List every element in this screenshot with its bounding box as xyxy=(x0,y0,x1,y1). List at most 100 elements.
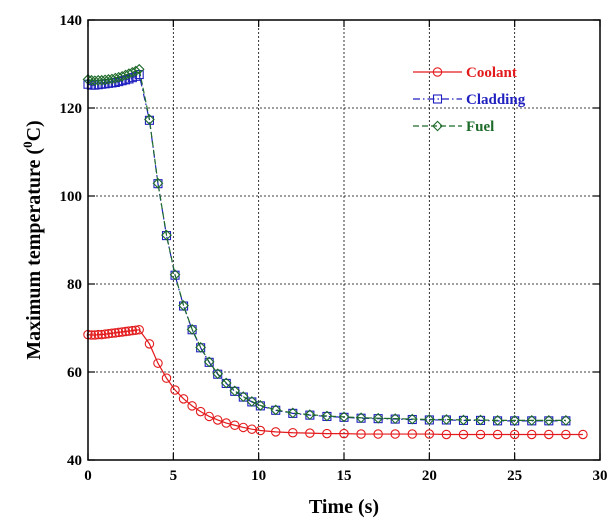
coolant-point xyxy=(441,429,452,440)
coolant-point xyxy=(120,326,131,337)
fuel-point xyxy=(304,409,316,421)
coolant-point xyxy=(110,328,121,338)
fuel-point xyxy=(178,300,189,311)
y-axis-title-main: Maximum temperature ( xyxy=(23,148,45,360)
coolant-point xyxy=(424,429,435,439)
fuel-point xyxy=(406,413,418,425)
fuel-point xyxy=(543,415,555,426)
fuel-point xyxy=(287,407,299,419)
coolant-point xyxy=(578,429,588,440)
coolant-point xyxy=(144,339,155,349)
coolant-point xyxy=(86,330,97,340)
x-axis-title: Time (s) xyxy=(309,496,379,518)
fuel-point xyxy=(237,391,249,403)
coolant-point xyxy=(255,425,266,436)
y-axis-title-tail: C) xyxy=(23,120,45,141)
y-tick-label: 120 xyxy=(60,101,83,117)
x-tick-label: 5 xyxy=(170,468,178,484)
fuel-point xyxy=(152,177,164,189)
fuel-point xyxy=(526,415,538,426)
fuel-series xyxy=(82,63,572,426)
y-tick-labels: 40 60 80 100 120 140 xyxy=(60,13,83,469)
coolant-point xyxy=(93,329,103,340)
coolant-point xyxy=(390,429,400,439)
legend-marker-cladding xyxy=(432,94,443,104)
legend-marker-coolant xyxy=(432,67,443,77)
coolant-point xyxy=(544,429,554,440)
coolant-point xyxy=(134,325,144,335)
coolant-line xyxy=(87,329,583,436)
y-axis-title-superscript: 0 xyxy=(20,141,35,148)
coolant-point xyxy=(270,427,281,437)
fuel-point xyxy=(423,414,435,425)
fuel-point xyxy=(195,341,207,353)
legend-item-coolant: Coolant xyxy=(413,65,517,81)
legend-label-cladding: Cladding xyxy=(466,92,526,108)
grid xyxy=(88,20,600,460)
coolant-point xyxy=(305,428,315,438)
x-tick-label: 20 xyxy=(422,468,437,484)
legend-marker-fuel xyxy=(432,120,443,132)
coolant-point xyxy=(195,406,206,417)
fuel-point xyxy=(458,414,469,426)
axis-ticks xyxy=(87,19,601,461)
coolant-point xyxy=(127,325,138,336)
x-tick-labels: 0 5 10 15 20 25 30 xyxy=(84,468,607,484)
coolant-point xyxy=(407,429,418,439)
coolant-point xyxy=(475,429,486,440)
coolant-point xyxy=(103,328,114,339)
legend: Coolant Cladding Fuel xyxy=(413,65,526,135)
coolant-point xyxy=(124,326,134,336)
coolant-point xyxy=(178,394,189,404)
coolant-series xyxy=(83,325,588,440)
fuel-point xyxy=(389,413,401,425)
coolant-point xyxy=(131,325,141,335)
fuel-point xyxy=(355,412,367,424)
coolant-point xyxy=(113,327,124,338)
fuel-point xyxy=(186,323,198,335)
x-tick-label: 10 xyxy=(251,468,266,484)
fuel-point xyxy=(130,65,142,77)
coolant-point xyxy=(100,329,110,339)
fuel-point xyxy=(212,368,224,380)
fuel-point xyxy=(220,377,232,389)
y-tick-label: 80 xyxy=(67,277,82,293)
fuel-point xyxy=(560,415,572,426)
fuel-point xyxy=(492,415,503,426)
fuel-point xyxy=(441,414,452,425)
y-tick-label: 60 xyxy=(67,365,82,381)
fuel-point xyxy=(270,404,282,416)
coolant-point xyxy=(458,429,469,440)
legend-item-fuel: Fuel xyxy=(413,119,494,135)
fuel-point xyxy=(475,414,486,426)
y-tick-label: 100 xyxy=(60,189,83,205)
legend-label-coolant: Coolant xyxy=(466,65,517,81)
coolant-point xyxy=(204,411,214,422)
fuel-point xyxy=(229,385,241,397)
coolant-point xyxy=(509,429,520,440)
fuel-point xyxy=(203,356,215,368)
x-tick-label: 0 xyxy=(84,468,92,484)
coolant-point xyxy=(153,358,163,368)
coolant-point xyxy=(117,327,127,337)
x-tick-label: 25 xyxy=(507,468,522,484)
fuel-point xyxy=(254,400,266,411)
fuel-point xyxy=(338,411,350,423)
fuel-point xyxy=(144,114,155,125)
coolant-point xyxy=(356,429,366,439)
coolant-point xyxy=(212,415,223,425)
y-axis-title: Maximum temperature (0C) xyxy=(20,120,45,359)
coolant-point xyxy=(288,427,298,438)
fuel-point xyxy=(246,396,258,407)
coolant-point xyxy=(221,418,231,428)
coolant-point xyxy=(96,329,107,340)
y-tick-label: 40 xyxy=(67,453,82,469)
coolant-point xyxy=(561,429,571,440)
series-layer xyxy=(82,63,588,440)
coolant-point xyxy=(322,428,332,439)
fuel-point xyxy=(161,229,172,241)
y-tick-label: 140 xyxy=(60,13,83,29)
fuel-point xyxy=(509,415,521,426)
coolant-point xyxy=(339,428,349,439)
